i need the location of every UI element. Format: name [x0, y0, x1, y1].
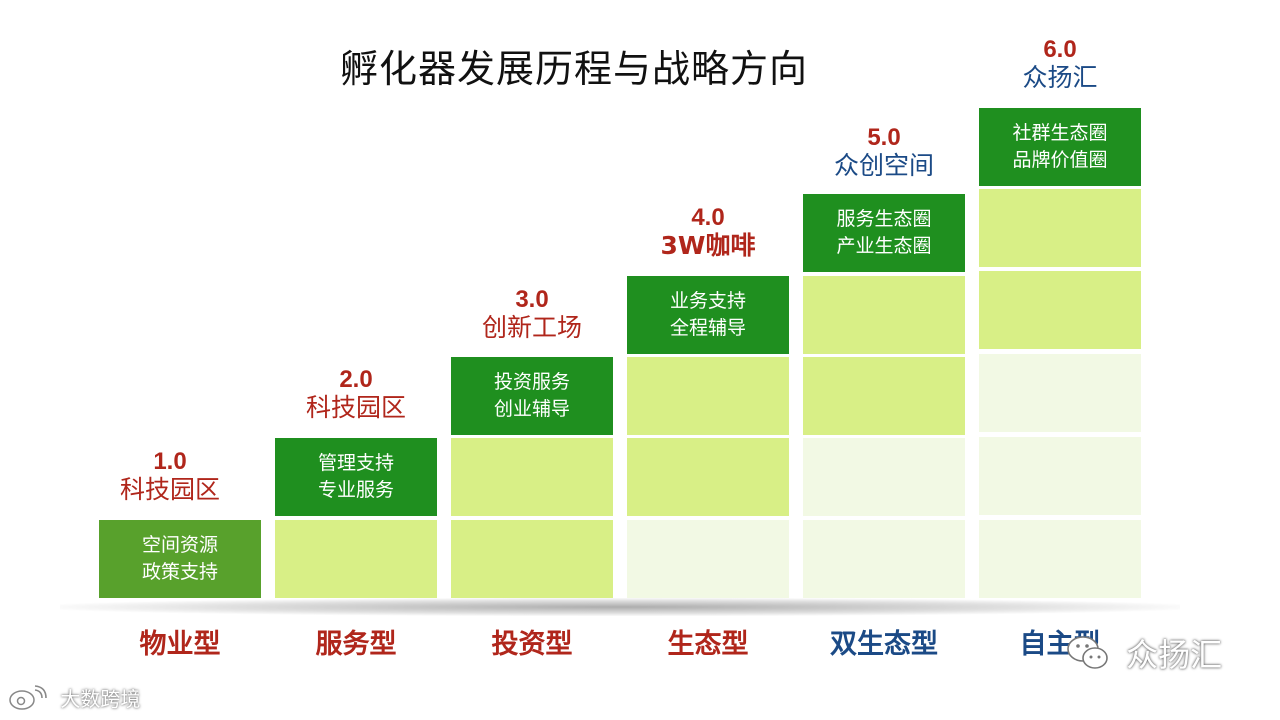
stage-2-feature-line-1: 管理支持	[317, 452, 394, 474]
stage-2-feature-line-2: 专业服务	[317, 479, 394, 501]
page-title: 孵化器发展历程与战略方向	[340, 47, 809, 91]
stage-2-block	[275, 520, 437, 598]
stage-4-version: 4.0	[691, 204, 725, 231]
base-shadow	[60, 598, 1180, 616]
stage-4-feature-box: 业务支持 全程辅导	[627, 276, 789, 354]
stage-4-feature-line-2: 全程辅导	[669, 317, 746, 339]
stage-1-category: 物业型	[139, 629, 221, 660]
stage-1-heading: 1.0 科技园区	[70, 448, 270, 504]
stage-6-feature-line-1: 社群生态圈	[1012, 122, 1108, 144]
stage-1-feature-box: 空间资源 政策支持	[99, 520, 261, 598]
stage-5-version: 5.0	[867, 124, 901, 151]
stage-6-heading: 6.0 众扬汇	[960, 36, 1160, 92]
stage-3-category: 投资型	[491, 629, 573, 660]
stage-5-feature-line-2: 产业生态圈	[836, 235, 932, 257]
stage-5-name: 众创空间	[833, 151, 934, 180]
stage-2-feature-box: 管理支持 专业服务	[275, 438, 437, 516]
stage-4-name: 3W咖啡	[660, 231, 756, 260]
stage-2-category: 服务型	[315, 629, 397, 660]
stage-3-heading: 3.0 创新工场	[432, 286, 632, 342]
stage-5-block	[803, 438, 965, 516]
stage-6-name: 众扬汇	[1022, 63, 1098, 92]
stage-6-block	[979, 354, 1141, 432]
stage-3-feature-line-2: 创业辅导	[493, 398, 570, 420]
stage-3-feature-box: 投资服务 创业辅导	[451, 357, 613, 435]
stage-5-heading: 5.0 众创空间	[784, 124, 984, 180]
stage-2-heading: 2.0 科技园区	[256, 366, 456, 422]
wechat-icon	[1066, 634, 1110, 680]
stage-5-category: 双生态型	[830, 629, 938, 660]
stage-3-name: 创新工场	[481, 313, 582, 342]
stage-5-block	[803, 357, 965, 435]
stage-5-block	[803, 520, 965, 598]
stage-4-category: 生态型	[667, 629, 749, 660]
stage-4-block	[627, 520, 789, 598]
watermark-right: 众扬汇	[1066, 630, 1222, 680]
stage-5-feature-box: 服务生态圈 产业生态圈	[803, 194, 965, 272]
stage-2-name: 科技园区	[305, 393, 406, 422]
stage-1-feature-line-1: 空间资源	[141, 534, 218, 556]
stage-3-version: 3.0	[515, 286, 549, 313]
watermark-left-text: 大数跨境	[60, 687, 141, 711]
stage-6-block	[979, 520, 1141, 598]
stage-2-version: 2.0	[339, 366, 373, 393]
stage-5-feature-line-1: 服务生态圈	[836, 208, 932, 230]
watermark-right-text: 众扬汇	[1126, 636, 1223, 674]
stage-6-block	[979, 437, 1141, 515]
watermark-left: 大数跨境	[8, 683, 140, 716]
weibo-icon	[8, 685, 48, 716]
stage-6-version: 6.0	[1043, 36, 1077, 63]
stage-1-name: 科技园区	[119, 475, 220, 504]
stage-6-feature-line-2: 品牌价值圈	[1012, 149, 1108, 171]
stage-6-block	[979, 271, 1141, 349]
stage-6-feature-box: 社群生态圈 品牌价值圈	[979, 108, 1141, 186]
stage-6-block	[979, 189, 1141, 267]
stage-4-heading: 4.0 3W咖啡	[608, 204, 808, 260]
stage-3-feature-line-1: 投资服务	[493, 371, 570, 393]
stage-1-version: 1.0	[153, 448, 187, 475]
stage-4-feature-line-1: 业务支持	[669, 290, 746, 312]
stage-3-block	[451, 438, 613, 516]
stage-1-feature-line-2: 政策支持	[141, 561, 218, 583]
stage-4-block	[627, 357, 789, 435]
stage-3-block	[451, 520, 613, 598]
stage-4-block	[627, 438, 789, 516]
stage-5-block	[803, 276, 965, 354]
